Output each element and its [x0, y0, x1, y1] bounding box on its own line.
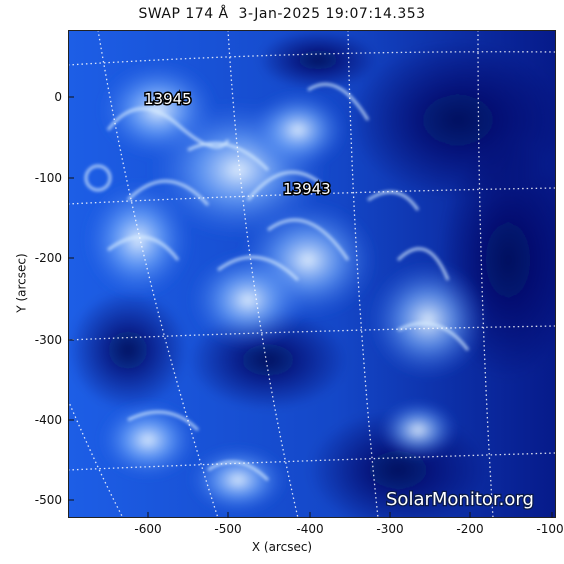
x-tick-label: -100 — [536, 522, 563, 536]
region-label-13943: 13943 — [283, 180, 331, 198]
x-tick-label: -400 — [296, 522, 323, 536]
y-tick-label: -100 — [35, 171, 62, 185]
y-tick-label: -500 — [35, 493, 62, 507]
y-tick-label: 0 — [54, 90, 62, 104]
x-axis — [147, 512, 553, 518]
y-tick-label: -300 — [35, 333, 62, 347]
x-tick-label: -300 — [376, 522, 403, 536]
y-tick-labels: 0 -100 -200 -300 -400 -500 — [35, 90, 62, 507]
x-tick-label: -500 — [214, 522, 241, 536]
solar-image: 13945 13943 SolarMonitor.org — [68, 30, 556, 518]
region-label-13945: 13945 — [144, 90, 192, 108]
image-title: SWAP 174 Å 3-Jan-2025 19:07:14.353 — [138, 6, 426, 22]
plot-frame — [68, 30, 556, 518]
x-tick-label: -600 — [134, 522, 161, 536]
coordinate-grid — [68, 30, 556, 518]
y-axis — [68, 96, 74, 501]
bright-regions — [83, 60, 488, 515]
x-axis-label: X (arcsec) — [251, 540, 313, 554]
x-tick-label: -200 — [456, 522, 483, 536]
y-tick-label: -400 — [35, 413, 62, 427]
y-tick-label: -200 — [35, 251, 62, 265]
x-tick-labels: -600 -500 -400 -300 -200 -100 — [134, 522, 563, 536]
y-axis-label: Y (arcsec) — [14, 253, 29, 313]
coronal-loops — [84, 82, 470, 482]
watermark: SolarMonitor.org — [386, 489, 534, 510]
